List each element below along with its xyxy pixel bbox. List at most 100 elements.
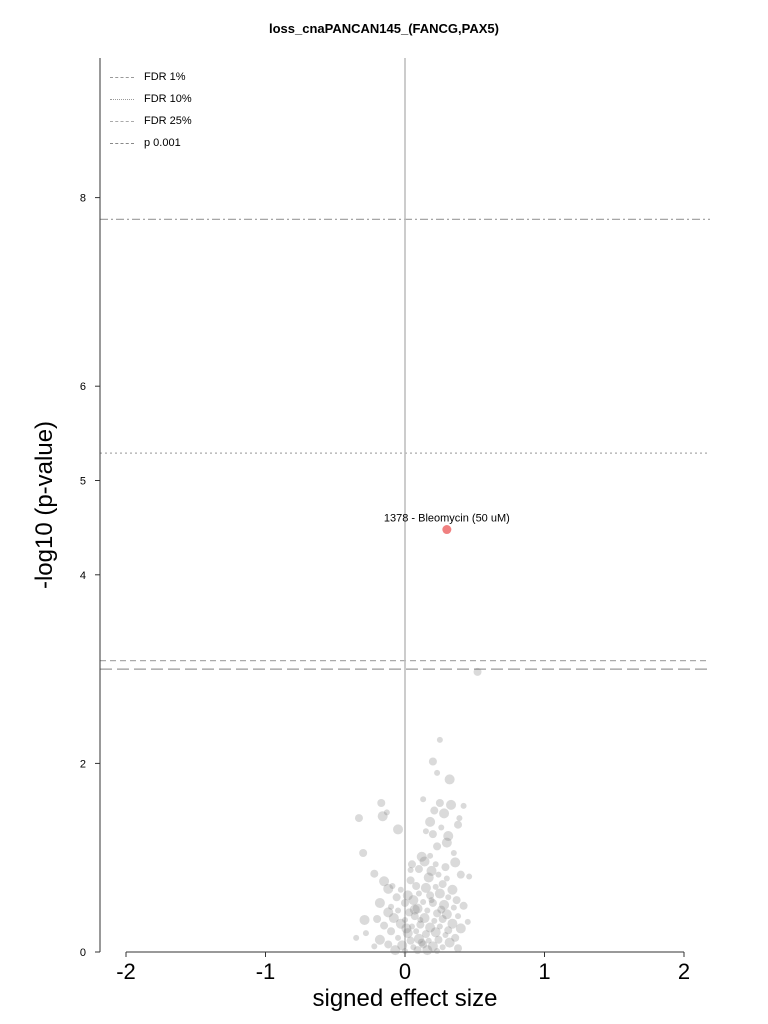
- data-point: [444, 774, 455, 785]
- y-tick-label: 0: [80, 947, 86, 959]
- data-point: [359, 914, 370, 925]
- data-point: [427, 941, 438, 952]
- data-point: [450, 857, 461, 868]
- data-point: [390, 945, 401, 956]
- data-point: [371, 943, 378, 950]
- y-axis-label: -log10 (p-value): [31, 420, 58, 590]
- data-point: [436, 923, 443, 930]
- data-point: [402, 890, 413, 901]
- legend-item-fdr1: FDR 1%: [110, 66, 192, 88]
- data-point: [456, 815, 463, 822]
- data-point: [389, 882, 396, 889]
- data-point: [397, 940, 408, 951]
- data-point: [428, 897, 435, 904]
- data-point: [455, 923, 466, 934]
- data-point: [395, 918, 406, 929]
- data-point: [374, 897, 385, 908]
- y-axis-ticks: 0 2 4 5 6 8: [80, 193, 100, 959]
- data-point: [395, 907, 402, 914]
- data-point: [434, 769, 441, 776]
- data-point: [442, 932, 449, 939]
- data-point: [432, 861, 439, 868]
- data-point: [434, 888, 445, 899]
- data-point: [430, 806, 439, 815]
- data-point: [460, 802, 467, 809]
- data-point: [370, 869, 379, 878]
- data-point: [406, 936, 415, 945]
- data-point: [452, 896, 461, 905]
- data-point: [439, 944, 446, 951]
- data-point: [377, 811, 388, 822]
- data-point: [397, 886, 404, 893]
- data-point: [374, 934, 385, 945]
- data-point: [425, 937, 432, 944]
- data-point: [415, 890, 422, 897]
- data-point: [428, 898, 437, 907]
- x-tick-label: 1: [538, 959, 550, 984]
- data-point: [437, 905, 446, 914]
- data-point: [413, 933, 424, 944]
- data-point: [402, 916, 408, 923]
- data-point: [420, 899, 427, 906]
- data-point: [423, 872, 434, 883]
- data-point: [424, 907, 431, 914]
- data-point: [439, 808, 450, 819]
- legend-label: p 0.001: [144, 137, 181, 149]
- data-point: [383, 907, 394, 918]
- scatter-points: [353, 667, 482, 956]
- y-tick-label: 5: [80, 476, 86, 488]
- data-point: [407, 860, 416, 869]
- data-point: [425, 816, 436, 827]
- data-point: [428, 757, 437, 766]
- data-point: [441, 909, 452, 920]
- data-point: [456, 870, 465, 879]
- data-point: [454, 820, 463, 829]
- data-point: [431, 917, 438, 924]
- data-point: [435, 871, 442, 878]
- data-point: [405, 908, 414, 917]
- x-tick-label: 0: [399, 959, 411, 984]
- data-point: [441, 863, 450, 872]
- data-point: [416, 851, 427, 862]
- data-point: [388, 903, 395, 910]
- data-point: [445, 894, 452, 901]
- y-tick-label: 6: [80, 381, 86, 393]
- legend-item-p001: p 0.001: [110, 132, 192, 154]
- data-point: [447, 884, 458, 895]
- data-point: [388, 913, 399, 924]
- data-point: [450, 849, 457, 856]
- data-point: [354, 814, 363, 823]
- data-point: [444, 926, 453, 935]
- data-point: [377, 799, 386, 808]
- data-point: [438, 914, 447, 923]
- x-axis-label: signed effect size: [312, 985, 498, 1012]
- data-point: [435, 799, 444, 808]
- legend-item-fdr10: FDR 10%: [110, 88, 192, 110]
- data-point: [436, 736, 443, 743]
- data-point: [447, 918, 458, 929]
- data-point: [402, 948, 408, 955]
- data-point: [428, 830, 437, 839]
- data-point: [384, 940, 393, 949]
- data-point: [402, 928, 413, 939]
- data-point: [420, 882, 431, 893]
- data-point: [380, 921, 389, 930]
- data-point: [401, 898, 409, 907]
- data-point: [426, 865, 437, 876]
- data-point: [412, 903, 423, 914]
- data-point: [430, 927, 441, 938]
- data-point: [408, 895, 419, 906]
- data-point: [434, 948, 441, 955]
- y-tick-label: 2: [80, 758, 86, 770]
- x-tick-label: -2: [116, 959, 136, 984]
- legend: FDR 1% FDR 10% FDR 25% p 0.001: [110, 66, 192, 154]
- data-point: [438, 824, 445, 831]
- data-point: [434, 935, 443, 944]
- data-point: [373, 914, 382, 923]
- highlighted-data-point: [442, 525, 452, 535]
- legend-swatch-dashdot: [110, 76, 134, 78]
- data-point: [439, 899, 450, 910]
- data-point: [407, 866, 414, 873]
- legend-label: FDR 10%: [144, 93, 192, 105]
- data-point: [455, 913, 462, 920]
